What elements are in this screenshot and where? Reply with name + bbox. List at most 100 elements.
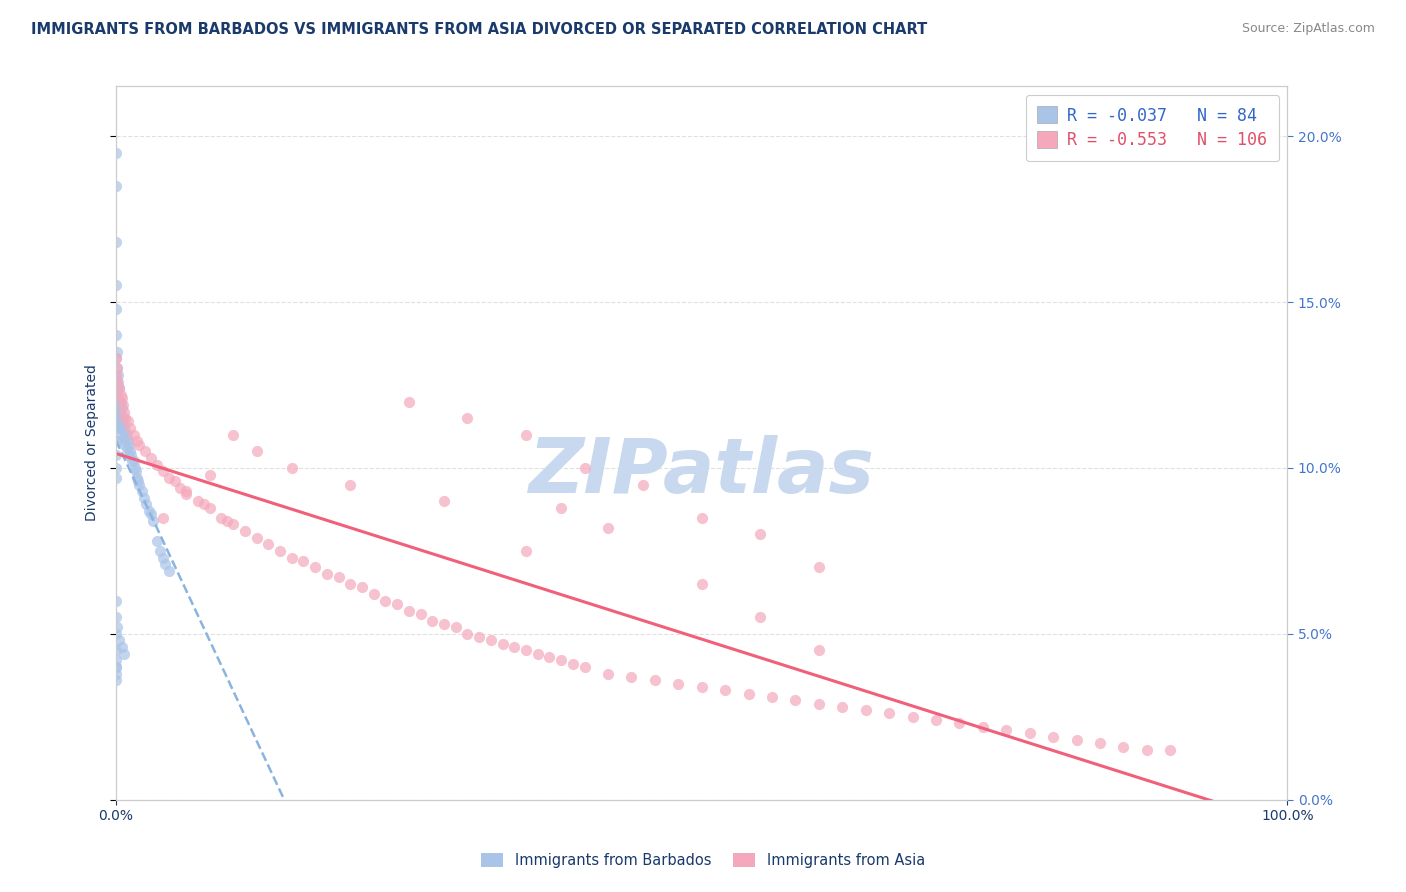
- Point: [749, 527, 772, 541]
- Point: [398, 394, 420, 409]
- Point: [515, 544, 537, 558]
- Point: [169, 481, 191, 495]
- Point: [111, 425, 134, 439]
- Point: [515, 643, 537, 657]
- Point: [149, 544, 172, 558]
- Point: [111, 411, 134, 425]
- Point: [115, 441, 138, 455]
- Point: [398, 604, 420, 618]
- Point: [644, 673, 666, 688]
- Point: [269, 544, 291, 558]
- Point: [112, 404, 135, 418]
- Point: [690, 577, 713, 591]
- Point: [315, 567, 337, 582]
- Point: [107, 375, 129, 389]
- Point: [107, 394, 129, 409]
- Point: [1136, 743, 1159, 757]
- Point: [108, 408, 131, 422]
- Point: [110, 421, 132, 435]
- Point: [785, 693, 807, 707]
- Point: [1042, 730, 1064, 744]
- Point: [468, 630, 491, 644]
- Point: [1066, 733, 1088, 747]
- Point: [620, 670, 643, 684]
- Point: [304, 560, 326, 574]
- Point: [108, 394, 131, 409]
- Point: [515, 427, 537, 442]
- Point: [831, 699, 853, 714]
- Point: [104, 627, 127, 641]
- Point: [135, 498, 157, 512]
- Point: [433, 616, 456, 631]
- Point: [112, 417, 135, 432]
- Point: [104, 660, 127, 674]
- Point: [111, 427, 134, 442]
- Point: [526, 647, 548, 661]
- Point: [134, 444, 156, 458]
- Point: [280, 461, 302, 475]
- Point: [111, 415, 134, 429]
- Point: [233, 524, 256, 538]
- Point: [117, 415, 139, 429]
- Point: [104, 643, 127, 657]
- Point: [198, 500, 221, 515]
- Point: [118, 444, 141, 458]
- Point: [995, 723, 1018, 737]
- Point: [761, 690, 783, 704]
- Point: [107, 381, 129, 395]
- Point: [120, 448, 142, 462]
- Point: [157, 471, 180, 485]
- Point: [339, 577, 361, 591]
- Point: [152, 550, 174, 565]
- Point: [110, 394, 132, 409]
- Point: [114, 411, 136, 425]
- Point: [631, 477, 654, 491]
- Point: [139, 450, 162, 465]
- Point: [142, 514, 165, 528]
- Point: [855, 703, 877, 717]
- Text: Source: ZipAtlas.com: Source: ZipAtlas.com: [1241, 22, 1375, 36]
- Point: [104, 368, 127, 382]
- Legend: R = -0.037   N = 84, R = -0.553   N = 106: R = -0.037 N = 84, R = -0.553 N = 106: [1026, 95, 1279, 161]
- Point: [339, 477, 361, 491]
- Point: [131, 484, 153, 499]
- Point: [901, 710, 924, 724]
- Point: [104, 401, 127, 416]
- Point: [749, 610, 772, 624]
- Point: [104, 328, 127, 343]
- Point: [104, 278, 127, 293]
- Point: [209, 510, 232, 524]
- Point: [105, 375, 128, 389]
- Point: [104, 660, 127, 674]
- Point: [146, 533, 169, 548]
- Point: [128, 438, 150, 452]
- Point: [107, 434, 129, 449]
- Legend: Immigrants from Barbados, Immigrants from Asia: Immigrants from Barbados, Immigrants fro…: [475, 847, 931, 874]
- Point: [972, 720, 994, 734]
- Point: [690, 680, 713, 694]
- Point: [107, 408, 129, 422]
- Point: [807, 560, 830, 574]
- Point: [105, 401, 128, 416]
- Point: [108, 633, 131, 648]
- Point: [245, 444, 267, 458]
- Point: [596, 666, 619, 681]
- Point: [105, 388, 128, 402]
- Point: [104, 434, 127, 449]
- Point: [550, 653, 572, 667]
- Y-axis label: Divorced or Separated: Divorced or Separated: [86, 365, 100, 522]
- Point: [139, 508, 162, 522]
- Point: [125, 471, 148, 485]
- Point: [538, 650, 561, 665]
- Text: IMMIGRANTS FROM BARBADOS VS IMMIGRANTS FROM ASIA DIVORCED OR SEPARATED CORRELATI: IMMIGRANTS FROM BARBADOS VS IMMIGRANTS F…: [31, 22, 927, 37]
- Point: [444, 620, 467, 634]
- Point: [107, 421, 129, 435]
- Point: [257, 537, 280, 551]
- Point: [925, 713, 948, 727]
- Point: [350, 581, 373, 595]
- Point: [111, 640, 134, 654]
- Point: [125, 434, 148, 449]
- Point: [104, 461, 127, 475]
- Point: [104, 653, 127, 667]
- Point: [121, 454, 143, 468]
